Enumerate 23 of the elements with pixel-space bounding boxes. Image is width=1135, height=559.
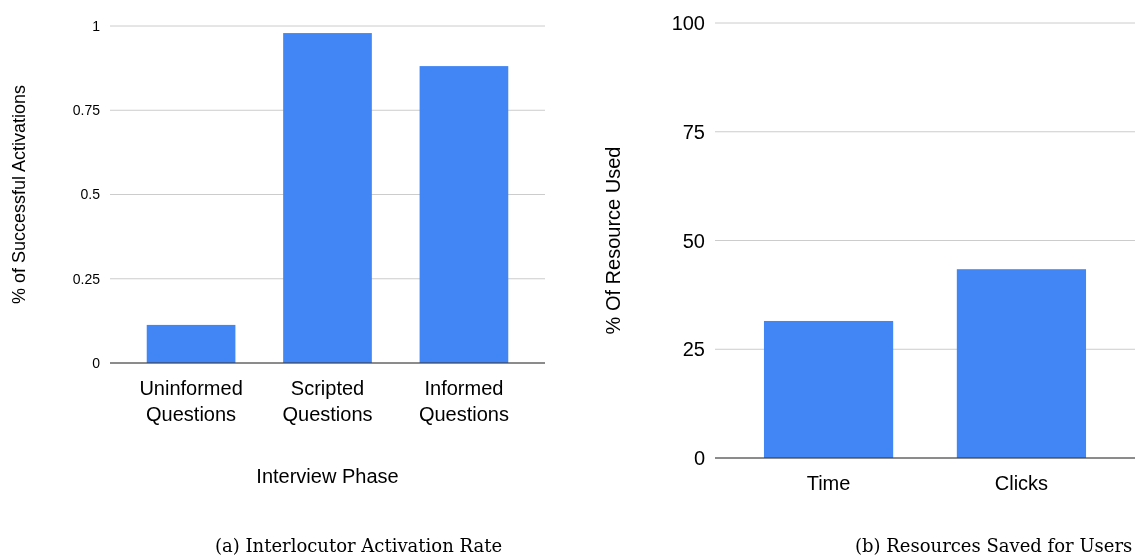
y-axis-title: % of Successful Activations [9, 84, 29, 305]
bar [146, 324, 236, 363]
y-tick-label: 25 [682, 338, 705, 361]
bar [419, 66, 509, 363]
x-tick-label: Clicks [994, 472, 1049, 494]
y-tick-label: 0 [693, 447, 705, 469]
y-tick-label: 100 [671, 12, 705, 34]
x-axis-title: Interview Phase [256, 465, 399, 487]
y-tick-label: 1 [92, 17, 101, 34]
text: (a) Interlocutor Activation Rate [215, 535, 503, 556]
y-tick-label: 0 [92, 354, 101, 371]
x-tick-label: Informed Questions [418, 377, 509, 425]
text: (b) Resources Saved for Users [855, 535, 1133, 556]
x-tick-label: Uninformed Questions [139, 377, 243, 425]
x-tick-label: Scripted Questions [282, 377, 373, 425]
y-axis-title: % Of Resource Used [602, 146, 624, 335]
y-tick-label: 0.25 [72, 270, 101, 287]
y-tick-label: 75 [682, 120, 705, 143]
x-tick-label: Time [806, 472, 851, 494]
y-tick-label: 50 [682, 229, 705, 252]
y-tick-label: 0.5 [80, 186, 101, 203]
bar [283, 33, 372, 363]
y-tick-label: 0.75 [72, 102, 101, 119]
